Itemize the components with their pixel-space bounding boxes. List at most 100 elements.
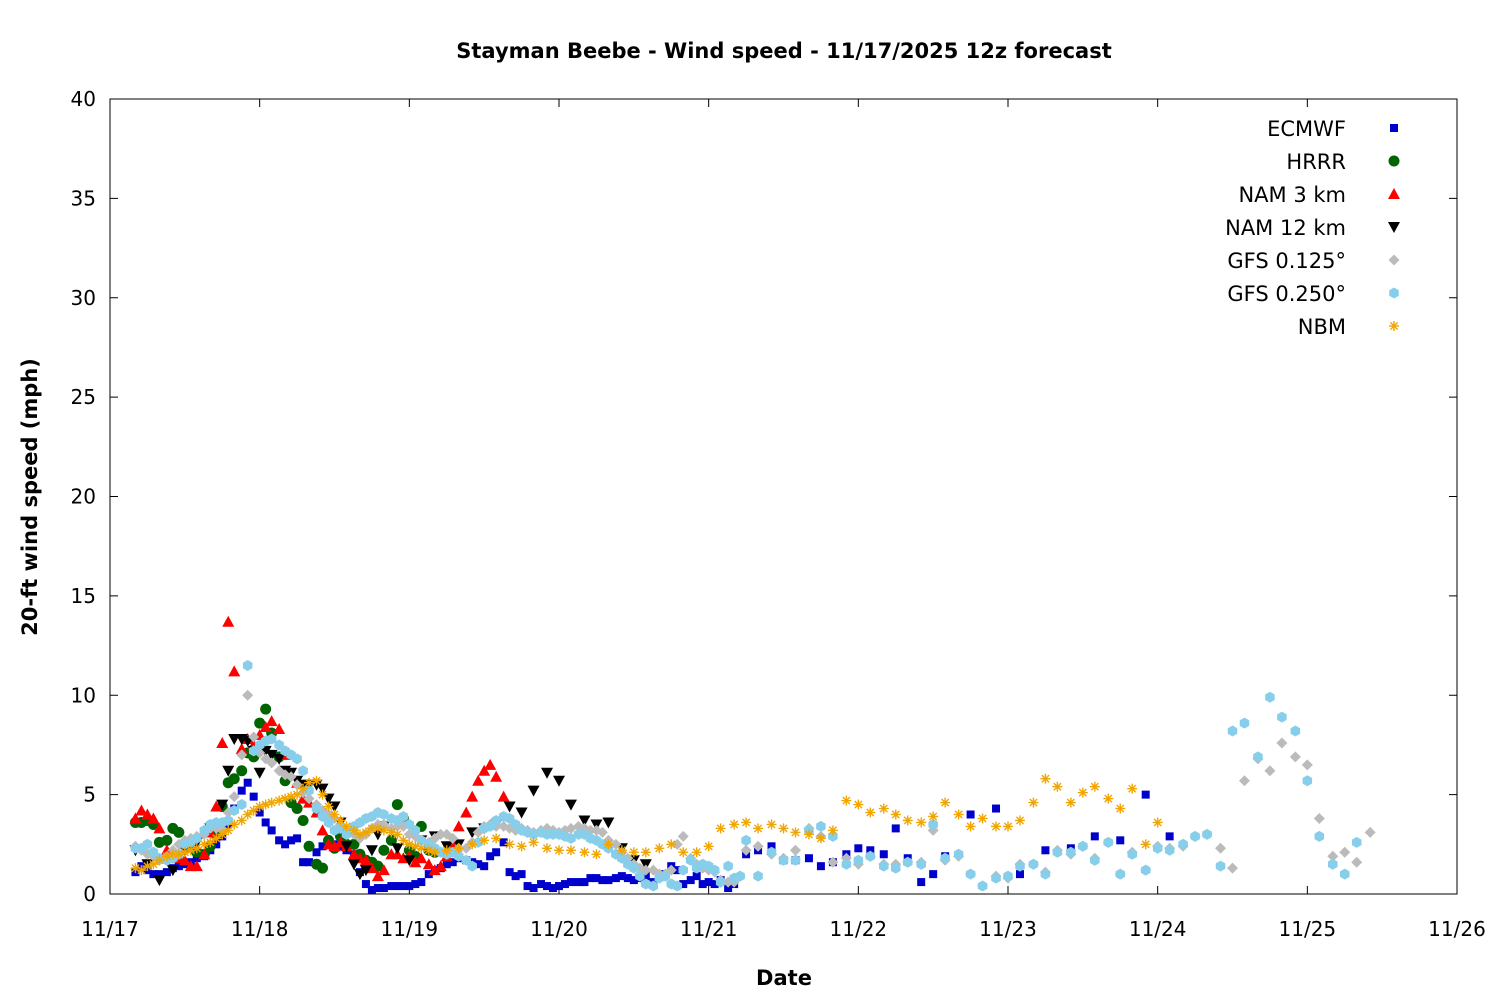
y-axis-label: 20-ft wind speed (mph) — [18, 358, 42, 636]
data-point — [253, 767, 266, 779]
data-point — [1190, 830, 1200, 842]
data-point — [447, 832, 459, 844]
data-point — [790, 854, 801, 866]
data-point — [1164, 844, 1175, 856]
x-tick-label: 11/26 — [1428, 917, 1486, 941]
data-point — [1388, 254, 1400, 266]
data-point — [1227, 725, 1238, 737]
data-point — [410, 824, 421, 836]
y-tick-label: 20 — [71, 485, 96, 509]
data-point — [393, 882, 402, 891]
data-point — [298, 765, 308, 777]
y-tick-label: 40 — [71, 87, 96, 111]
data-point — [373, 884, 382, 893]
data-point — [641, 878, 651, 890]
data-point — [429, 847, 440, 858]
data-point — [878, 803, 889, 814]
data-point — [654, 843, 665, 854]
data-point — [723, 860, 733, 872]
data-point — [347, 859, 360, 871]
data-point — [266, 797, 277, 808]
data-point — [417, 878, 426, 887]
legend-label: GFS 0.125° — [1227, 249, 1346, 273]
data-point — [553, 775, 565, 787]
data-point — [841, 858, 852, 870]
y-tick-label: 15 — [71, 584, 96, 608]
legend-item: NBM — [1298, 315, 1399, 339]
data-point — [635, 870, 645, 882]
data-point — [752, 840, 764, 852]
data-point — [154, 855, 165, 866]
data-point — [497, 790, 510, 802]
data-point — [703, 841, 714, 852]
data-point — [816, 862, 825, 871]
data-point — [492, 848, 501, 857]
data-point — [866, 846, 875, 855]
data-point — [142, 838, 153, 850]
data-point — [222, 615, 235, 627]
data-point — [1140, 839, 1151, 850]
x-tick-label: 11/18 — [231, 917, 289, 941]
data-point — [480, 862, 489, 871]
data-point — [323, 816, 334, 828]
data-point — [304, 785, 314, 797]
data-point — [304, 777, 315, 788]
data-point — [1289, 751, 1301, 763]
data-point — [490, 770, 503, 782]
data-point — [1015, 860, 1025, 872]
data-point — [466, 790, 479, 802]
data-point — [1014, 815, 1025, 826]
data-point — [424, 870, 433, 879]
data-point — [991, 821, 1002, 832]
data-point — [991, 872, 1001, 884]
data-point — [916, 858, 926, 870]
data-point — [1065, 797, 1076, 808]
data-point — [753, 870, 763, 882]
data-point — [611, 874, 620, 883]
data-point — [1078, 840, 1088, 852]
data-point — [329, 809, 340, 820]
data-point — [528, 828, 539, 840]
data-point — [398, 835, 409, 846]
data-point — [940, 852, 950, 864]
data-point — [672, 880, 682, 892]
data-point — [1202, 828, 1212, 840]
data-point — [211, 833, 222, 844]
data-point — [741, 834, 751, 846]
x-tick-label: 11/22 — [830, 917, 888, 941]
data-point — [841, 795, 852, 806]
data-point — [928, 811, 939, 822]
data-point — [305, 858, 314, 867]
data-point — [715, 823, 726, 834]
data-point — [560, 880, 569, 889]
data-point — [242, 689, 254, 701]
data-point — [228, 773, 240, 785]
data-point — [292, 753, 302, 765]
data-point — [448, 858, 457, 867]
data-point — [527, 785, 540, 797]
y-tick-label: 30 — [71, 286, 96, 310]
data-point — [347, 848, 360, 860]
data-point — [340, 841, 353, 853]
data-point — [223, 814, 233, 826]
data-point — [778, 854, 789, 866]
data-point — [1090, 832, 1099, 841]
data-point — [391, 799, 403, 811]
data-point — [578, 815, 591, 827]
data-point — [141, 808, 154, 820]
data-point — [135, 804, 148, 816]
data-point — [254, 747, 266, 759]
data-point — [416, 843, 427, 854]
data-point — [735, 870, 745, 882]
data-point — [1364, 826, 1376, 838]
data-point — [361, 880, 370, 889]
data-point — [591, 849, 602, 860]
data-point — [222, 765, 235, 777]
data-point — [287, 836, 296, 845]
data-point — [317, 789, 328, 800]
data-point — [1090, 854, 1100, 866]
data-point — [1089, 781, 1100, 792]
data-point — [890, 809, 901, 820]
data-point — [504, 839, 515, 850]
data-point — [153, 875, 166, 887]
